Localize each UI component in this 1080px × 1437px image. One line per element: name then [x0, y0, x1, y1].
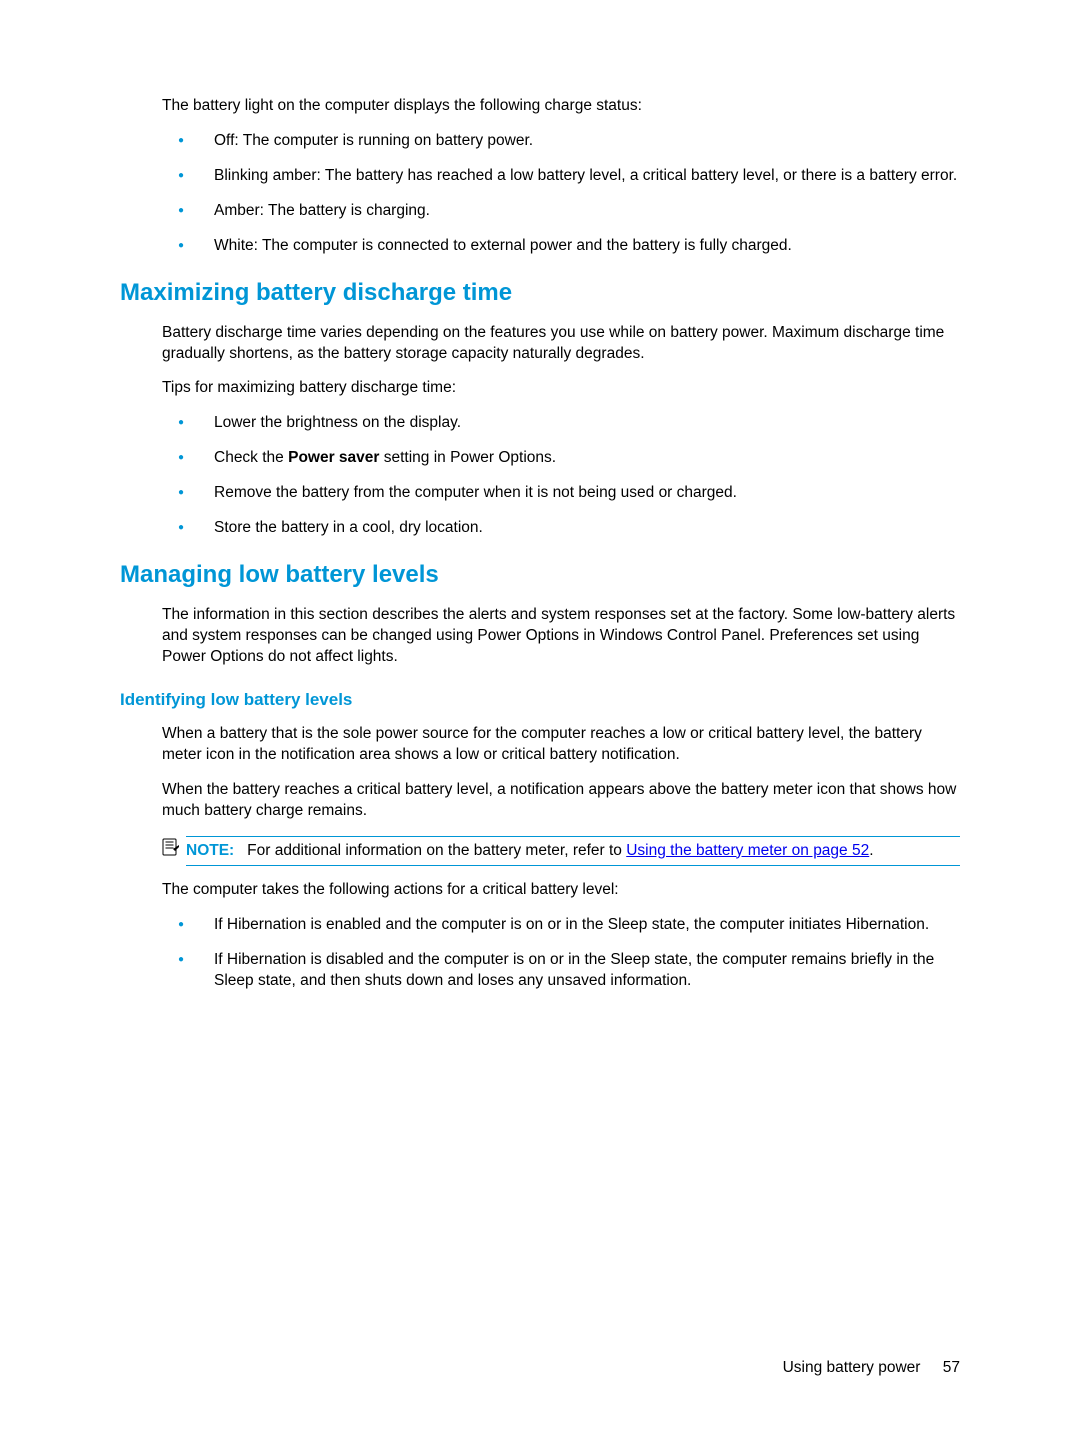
paragraph: When the battery reaches a critical batt… [162, 780, 960, 822]
list-item: Remove the battery from the computer whe… [162, 483, 960, 504]
list-item-text: setting in Power Options. [379, 449, 556, 466]
paragraph: The computer takes the following actions… [162, 880, 960, 901]
note-label: NOTE: [186, 842, 234, 859]
page-footer: Using battery power 57 [783, 1359, 960, 1377]
intro-paragraph: The battery light on the computer displa… [162, 96, 960, 117]
paragraph: Battery discharge time varies depending … [162, 323, 960, 365]
paragraph: When a battery that is the sole power so… [162, 724, 960, 766]
charge-status-list: Off: The computer is running on battery … [162, 131, 960, 257]
list-item: Store the battery in a cool, dry locatio… [162, 518, 960, 539]
document-page: The battery light on the computer displa… [0, 0, 1080, 1437]
note-box: NOTE: For additional information on the … [186, 836, 960, 867]
note-icon [162, 838, 180, 861]
note-callout: NOTE: For additional information on the … [162, 836, 960, 867]
paragraph: Tips for maximizing battery discharge ti… [162, 378, 960, 399]
paragraph: The information in this section describe… [162, 605, 960, 668]
list-item: Off: The computer is running on battery … [162, 131, 960, 152]
bold-term: Power saver [288, 449, 379, 466]
footer-section-title: Using battery power [783, 1359, 921, 1376]
critical-actions-list: If Hibernation is enabled and the comput… [162, 915, 960, 992]
subsection-heading-identifying: Identifying low battery levels [120, 690, 960, 710]
list-item: If Hibernation is disabled and the compu… [162, 950, 960, 992]
section-heading-managing: Managing low battery levels [120, 561, 960, 589]
note-tail: . [869, 842, 873, 859]
list-item: Check the Power saver setting in Power O… [162, 448, 960, 469]
list-item: White: The computer is connected to exte… [162, 236, 960, 257]
section-heading-maximizing: Maximizing battery discharge time [120, 279, 960, 307]
list-item: Lower the brightness on the display. [162, 413, 960, 434]
list-item: If Hibernation is enabled and the comput… [162, 915, 960, 936]
list-item: Amber: The battery is charging. [162, 201, 960, 222]
tips-list: Lower the brightness on the display. Che… [162, 413, 960, 539]
note-text: For additional information on the batter… [247, 842, 626, 859]
list-item: Blinking amber: The battery has reached … [162, 166, 960, 187]
note-link[interactable]: Using the battery meter on page 52 [626, 842, 869, 859]
list-item-text: Check the [214, 449, 288, 466]
footer-page-number: 57 [943, 1359, 960, 1376]
